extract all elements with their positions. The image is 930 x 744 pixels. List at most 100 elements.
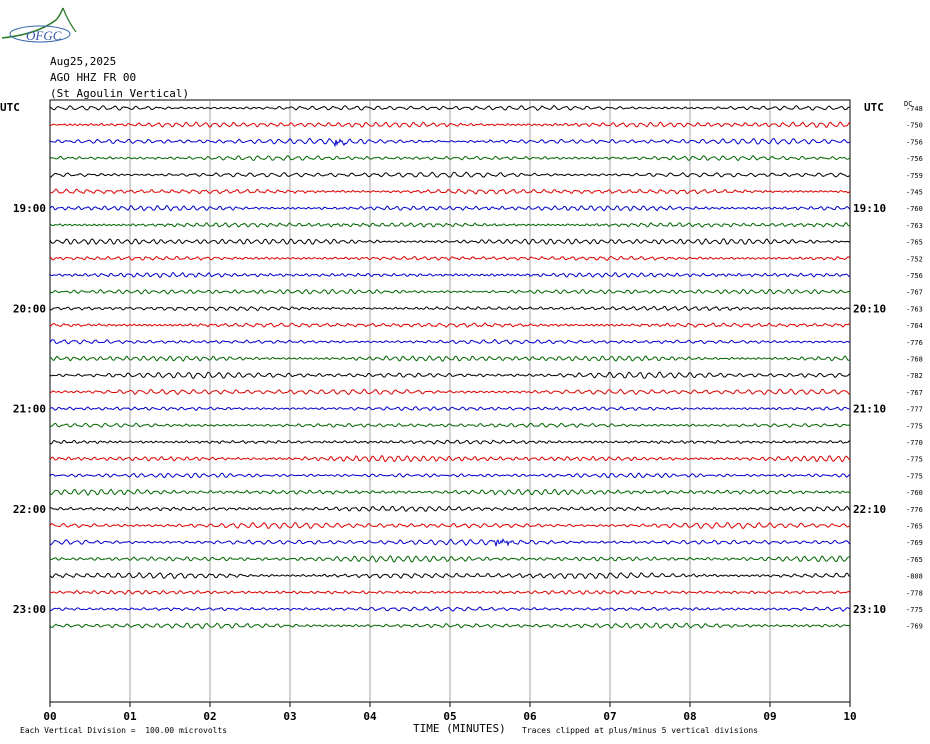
dc-offset-label: -808 xyxy=(906,573,923,581)
station-label: AGO HHZ FR 00 xyxy=(50,71,137,84)
dc-offset-label: -752 xyxy=(906,255,923,263)
seismic-trace xyxy=(49,355,851,362)
seismic-trace xyxy=(49,105,850,111)
dc-offset-label: -777 xyxy=(906,406,923,414)
plot-grid: 00 01 02 03 04 05 06 07 08 09 10 xyxy=(43,99,857,723)
trace-group xyxy=(49,105,851,629)
seismic-trace xyxy=(49,338,851,345)
dc-offset-label: -759 xyxy=(906,172,923,180)
seismic-trace xyxy=(49,137,851,148)
date-label: Aug25,2025 xyxy=(50,55,117,68)
seismic-trace xyxy=(49,171,851,178)
seismic-trace xyxy=(49,422,851,428)
dc-offset-label: -770 xyxy=(906,439,923,447)
x-tick-label: 03 xyxy=(283,710,296,723)
dc-offset-label: -767 xyxy=(906,389,923,397)
utc-left-label: UTC xyxy=(0,101,20,114)
seismic-trace xyxy=(49,439,851,445)
time-label-left: 20:00 xyxy=(13,302,46,315)
time-label-left: 19:00 xyxy=(13,202,46,215)
seismic-trace xyxy=(49,555,851,563)
time-label-right: 22:10 xyxy=(853,503,886,516)
station-name-label: (St Agoulin Vertical) xyxy=(50,87,190,100)
seismic-trace xyxy=(49,406,851,412)
dc-offset-label: -778 xyxy=(906,589,923,597)
dc-offset-label: -775 xyxy=(906,472,923,480)
x-tick-label: 05 xyxy=(443,710,456,723)
x-tick-label: 04 xyxy=(363,710,377,723)
ofgc-logo: OFGC xyxy=(1,7,77,43)
time-label-left: 23:00 xyxy=(13,603,46,616)
seismic-trace xyxy=(49,121,851,128)
clip-note: Traces clipped at plus/minus 5 vertical … xyxy=(522,726,759,735)
dc-offset-label: -767 xyxy=(906,289,923,297)
time-label-right: 19:10 xyxy=(853,202,886,215)
seismic-trace xyxy=(49,538,851,547)
x-tick-label: 01 xyxy=(123,710,137,723)
seismic-trace xyxy=(49,622,851,629)
seismic-trace xyxy=(49,322,851,328)
seismic-trace xyxy=(49,606,851,612)
label-group: UTC UTC DC 19:00 20:00 21:00 22:00 23:00 19:1… xyxy=(0,100,923,631)
dc-offset-label: -765 xyxy=(906,523,923,531)
seismic-trace xyxy=(49,472,851,479)
x-tick-label: 08 xyxy=(683,710,696,723)
scale-note: Each Vertical Division = 100.00 microvol… xyxy=(20,726,228,735)
dc-offset-label: -756 xyxy=(906,138,923,146)
dc-offset-label: -765 xyxy=(906,556,923,564)
x-tick-label: 09 xyxy=(763,710,776,723)
time-label-right: 23:10 xyxy=(853,603,886,616)
x-tick-label: 02 xyxy=(203,710,216,723)
dc-offset-label: -756 xyxy=(906,272,923,280)
dc-offset-label: -763 xyxy=(906,222,923,230)
dc-offset-label: -775 xyxy=(906,456,923,464)
seismic-trace xyxy=(49,371,851,379)
dc-offset-label: -748 xyxy=(906,105,923,113)
dc-offset-label: -768 xyxy=(906,356,923,364)
seismic-trace xyxy=(49,288,851,295)
dc-offset-label: -769 xyxy=(906,623,923,631)
dc-offset-label: -775 xyxy=(906,606,923,614)
time-label-right: 21:10 xyxy=(853,403,886,416)
dc-offset-label: -765 xyxy=(906,239,923,247)
seismic-trace xyxy=(49,521,851,530)
seismic-trace xyxy=(49,204,851,212)
dc-offset-label: -775 xyxy=(906,422,923,430)
dc-offset-label: -760 xyxy=(906,489,923,497)
dc-offset-label: -760 xyxy=(906,205,923,213)
seismic-trace xyxy=(49,155,851,162)
seismic-trace xyxy=(49,221,851,228)
seismic-trace xyxy=(49,255,851,262)
seismic-trace xyxy=(49,388,851,396)
dc-offset-label: -776 xyxy=(906,339,923,347)
dc-offset-label: -769 xyxy=(906,539,923,547)
x-tick-label: 10 xyxy=(843,710,856,723)
seismic-trace xyxy=(49,505,851,513)
dc-offset-label: -782 xyxy=(906,372,923,380)
dc-offset-label: -745 xyxy=(906,189,923,197)
seismic-trace xyxy=(49,488,851,496)
time-label-left: 22:00 xyxy=(13,503,46,516)
x-tick-label: 00 xyxy=(43,710,56,723)
dc-offset-label: -776 xyxy=(906,506,923,514)
x-axis-title: TIME (MINUTES) xyxy=(413,722,506,735)
seismic-trace xyxy=(49,238,851,246)
seismic-trace xyxy=(49,589,851,595)
seismic-trace xyxy=(49,271,851,279)
x-tick-label: 06 xyxy=(523,710,537,723)
logo-text: OFGC xyxy=(26,28,62,43)
dc-offset-label: -763 xyxy=(906,305,923,313)
time-label-left: 21:00 xyxy=(13,403,46,416)
time-label-right: 20:10 xyxy=(853,302,886,315)
utc-right-label: UTC xyxy=(864,101,884,114)
seismic-trace xyxy=(49,454,851,463)
x-tick-label: 07 xyxy=(603,710,616,723)
dc-offset-label: -756 xyxy=(906,155,923,163)
seismic-trace xyxy=(49,305,851,312)
seismic-trace xyxy=(49,572,851,580)
dc-offset-label: -764 xyxy=(906,322,923,330)
dc-label: DC xyxy=(904,100,912,108)
seismic-trace xyxy=(49,188,851,195)
dc-offset-label: -750 xyxy=(906,122,923,130)
